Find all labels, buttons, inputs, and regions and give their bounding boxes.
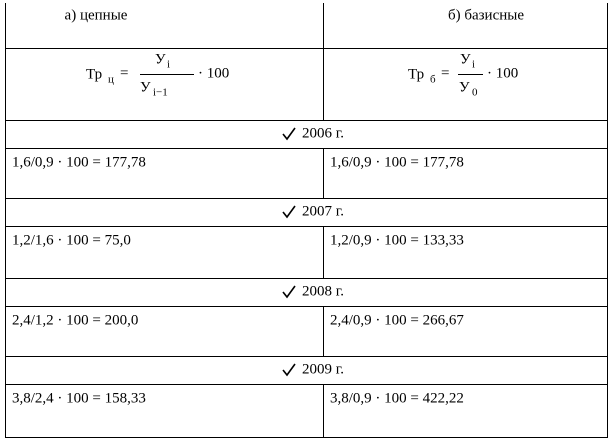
cell: 1,6/0,9 · 100 = 177,78 [12,154,146,170]
formula-text: · 100 [487,65,518,81]
formula-text: · 100 [198,65,229,81]
cell: 1,6/0,9 · 100 = 177,78 [330,154,464,170]
formula-sub: б [430,74,436,86]
check-icon [282,127,296,141]
cell: 2,4/0,9 · 100 = 266,67 [330,312,464,328]
formula-sub: i−1 [153,87,168,99]
formula-sub: ц [108,74,114,86]
borders [5,3,608,438]
cell: 3,8/2,4 · 100 = 158,33 [12,390,146,406]
formula-text: У [459,79,470,95]
year-label: 2009 г. [302,361,344,377]
formula-text: У [140,79,151,95]
cell: 2,4/1,2 · 100 = 200,0 [12,312,138,328]
formula-sub: 0 [472,87,478,99]
check-icon [282,363,296,377]
cell: 3,8/0,9 · 100 = 422,22 [330,390,464,406]
formula-base: Тр б = У i У 0 · 100 [408,51,518,98]
cell: 1,2/0,9 · 100 = 133,33 [330,232,464,248]
formula-chain: Тр ц = У i У i−1 · 100 [86,51,229,98]
header-cell: б) базисные [448,7,524,23]
formula-text: У [155,51,166,67]
formula-text: = [441,65,449,81]
cell: 1,2/1,6 · 100 = 75,0 [12,232,131,248]
check-icon [282,285,296,299]
year-label: 2008 г. [302,283,344,299]
formula-text: У [460,51,471,67]
formula-text: Тр [408,66,424,82]
formula-sub: i [167,59,170,71]
formula-sub: i [472,59,475,71]
formula-text: = [120,65,128,81]
formula-text: Тр [86,66,102,82]
header-cell: а) цепные [65,7,128,23]
year-label: 2006 г. [302,125,344,141]
year-label: 2007 г. [302,203,344,219]
check-icon [282,205,296,219]
